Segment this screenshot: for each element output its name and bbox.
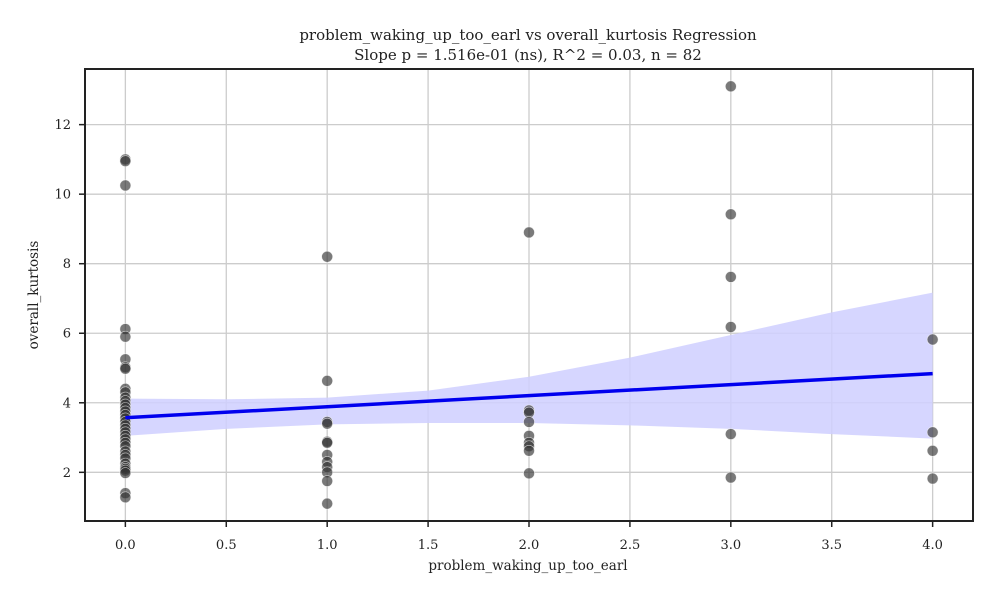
confidence-band-layer xyxy=(125,292,933,439)
chart-subtitle: Slope p = 1.516e-01 (ns), R^2 = 0.03, n … xyxy=(354,46,702,64)
y-axis-label: overall_kurtosis xyxy=(26,241,42,350)
regression-line xyxy=(125,371,933,420)
scatter-point xyxy=(321,417,333,430)
x-tick-label: 3.0 xyxy=(720,538,741,553)
scatter-point xyxy=(119,330,132,343)
scatter-point xyxy=(926,426,939,439)
scatter-point xyxy=(725,471,737,484)
scatter-point xyxy=(926,333,939,346)
scatter-point xyxy=(725,80,737,93)
scatter-point xyxy=(119,179,132,192)
scatter-point xyxy=(119,467,132,479)
x-tick-label: 0.0 xyxy=(115,538,136,553)
scatter-point xyxy=(725,321,737,333)
x-tick-label: 4.0 xyxy=(922,538,943,553)
x-axis-label: problem_waking_up_too_earl xyxy=(428,558,627,574)
scatter-point xyxy=(321,436,333,449)
axes-layer: 0.0 0.5 1.0 1.5 2.0 2.5 3.0 3.5 4.0 2 4 6 8 10 12 xyxy=(54,68,974,553)
y-tick-label: 8 xyxy=(63,257,71,272)
y-tick-label: 6 xyxy=(63,327,71,342)
scatter-point xyxy=(321,497,333,510)
scatter-point xyxy=(321,250,333,263)
scatter-point xyxy=(926,472,939,485)
scatter-point xyxy=(523,444,535,457)
scatter-point xyxy=(321,375,333,387)
y-tick-label: 12 xyxy=(54,118,71,133)
y-tick-label: 2 xyxy=(63,466,71,481)
y-tick-label: 10 xyxy=(54,188,71,203)
x-tick-label: 1.5 xyxy=(418,538,439,553)
scatter-point xyxy=(523,467,535,480)
chart-title: problem_waking_up_too_earl vs overall_ku… xyxy=(299,26,757,44)
y-tick-label: 4 xyxy=(63,396,71,411)
scatter-point xyxy=(321,475,333,487)
confidence-band xyxy=(125,292,933,439)
x-tick-label: 0.5 xyxy=(216,538,237,553)
scatter-point xyxy=(725,271,737,283)
x-tick-label: 2.5 xyxy=(620,538,641,553)
x-tick-label: 3.5 xyxy=(821,538,842,553)
scatter-point xyxy=(926,444,939,457)
scatter-point xyxy=(725,208,737,221)
scatter-point xyxy=(119,491,132,504)
scatter-point xyxy=(119,155,132,167)
scatter-point xyxy=(523,226,535,239)
x-tick-label: 2.0 xyxy=(519,538,540,553)
scatter-point xyxy=(119,362,132,375)
scatter-point xyxy=(725,428,737,440)
scatter-points-layer xyxy=(119,80,939,510)
regression-line-layer xyxy=(125,371,933,420)
x-tick-label: 1.0 xyxy=(317,538,338,553)
scatter-point xyxy=(523,416,535,428)
